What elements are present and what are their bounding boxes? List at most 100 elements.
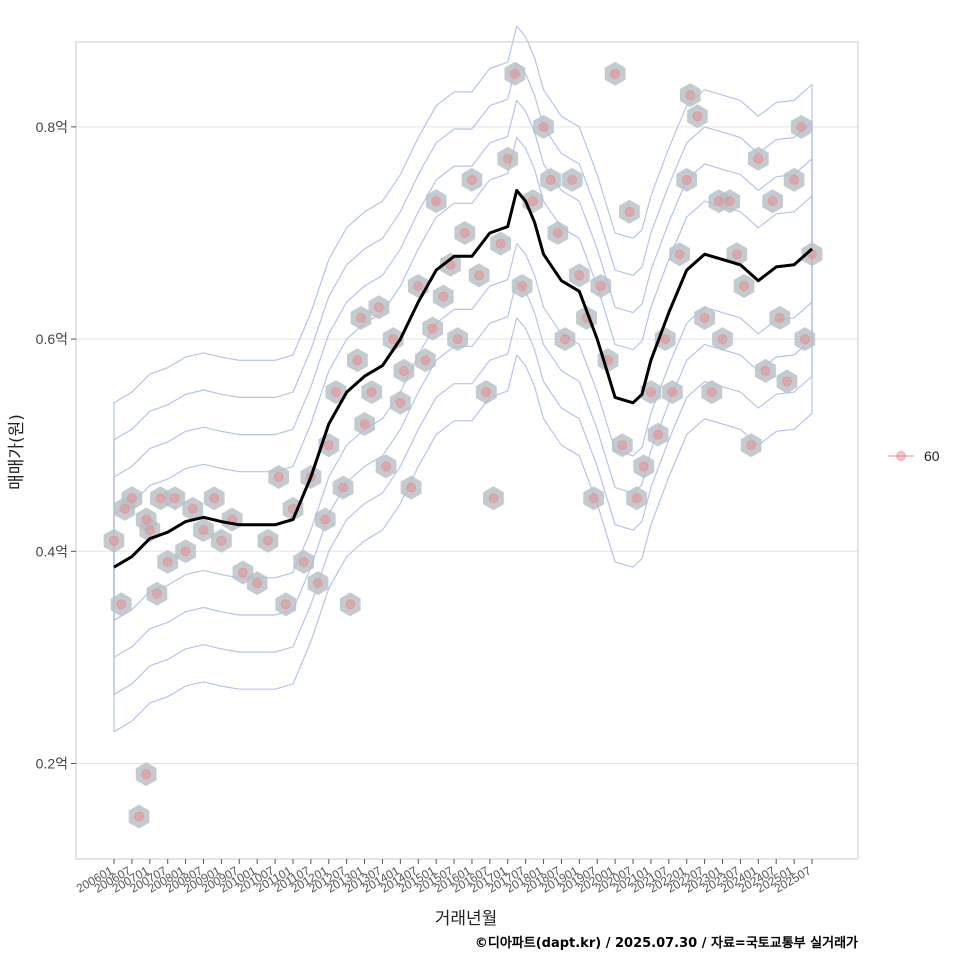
data-point: [574, 270, 585, 281]
hexbin-cell: [361, 380, 383, 405]
data-point: [767, 196, 778, 207]
hexbin-cell: [246, 571, 268, 596]
data-point: [789, 174, 800, 185]
hexbin-cell: [415, 348, 436, 373]
hexbin-cell: [175, 539, 196, 564]
x-tick-label: 202507: [772, 863, 814, 895]
data-point: [338, 482, 349, 493]
source-caption: ©디아파트(dapt.kr) / 2025.07.30 / 자료=국토교통부 실…: [474, 936, 858, 951]
y-tick-label: 0.2억: [36, 756, 68, 772]
hexbin-cell: [540, 167, 562, 192]
data-point: [799, 334, 810, 345]
hexbin-cell: [193, 518, 214, 543]
data-point: [738, 281, 749, 292]
hexbin-cell: [687, 104, 708, 129]
data-point: [216, 535, 227, 546]
hexbin-cell: [257, 528, 279, 553]
data-point: [144, 525, 155, 536]
data-point: [481, 387, 492, 398]
data-point: [280, 599, 291, 610]
hexbin-cell: [368, 295, 390, 320]
data-point: [638, 461, 649, 472]
hexbin-cell: [121, 486, 143, 511]
data-point: [459, 227, 470, 238]
hexbin-cell: [382, 327, 404, 352]
data-point: [252, 578, 263, 589]
legend: 60: [888, 448, 940, 464]
data-point: [438, 291, 449, 302]
data-point: [760, 365, 771, 376]
x-axis-title: 거래년월: [435, 909, 498, 929]
hexbin-cell: [350, 305, 372, 330]
legend-label-60: 60: [924, 448, 940, 464]
hexbin-cell: [740, 433, 762, 458]
y-axis-title: 매매가(원): [7, 414, 27, 490]
data-point: [552, 227, 563, 238]
data-point: [567, 174, 578, 185]
trend-line-layer: [113, 189, 813, 569]
hexbin-cell: [490, 231, 511, 256]
data-point: [660, 334, 671, 345]
hexbin-cell: [701, 380, 723, 405]
hexbin-cell: [128, 804, 150, 829]
hexbin-cell: [390, 390, 411, 415]
data-point: [352, 355, 363, 366]
hexbin-cell: [103, 528, 125, 553]
hexbin-cell: [314, 507, 336, 532]
axes: 0.2억0.4억0.6억0.8억200601200607200701200707…: [36, 41, 859, 896]
data-point: [774, 312, 785, 323]
data-point: [781, 376, 792, 387]
hexbin-cell: [726, 242, 748, 267]
data-point: [237, 567, 248, 578]
data-point: [527, 196, 538, 207]
data-point: [724, 196, 735, 207]
hexbin-cell: [275, 592, 297, 617]
data-point: [345, 599, 356, 610]
scatter-points: [109, 68, 817, 822]
data-point: [474, 270, 485, 281]
hexbin-cell: [182, 496, 204, 521]
data-point: [538, 121, 549, 132]
trend-line: [113, 189, 813, 569]
data-point: [126, 493, 137, 504]
hexbin-cell: [332, 475, 354, 500]
hexbin-cell: [561, 167, 583, 192]
hexbin-cell: [293, 549, 315, 574]
data-point: [141, 514, 152, 525]
data-point: [355, 312, 366, 323]
data-point: [685, 90, 696, 101]
hexbin-layer: [103, 61, 823, 829]
data-point: [624, 206, 635, 217]
data-point: [180, 546, 191, 557]
hexbin-cell: [676, 167, 698, 192]
density-contours: [113, 25, 813, 733]
hexbin-cell: [164, 486, 186, 511]
hexbin-cell: [339, 592, 361, 617]
data-point: [488, 493, 499, 504]
data-point: [109, 535, 119, 546]
hexbin-cell: [307, 571, 329, 596]
data-point: [706, 387, 717, 398]
data-point: [359, 418, 370, 429]
hexbin-cell: [694, 305, 715, 330]
hexbin-cell: [747, 146, 769, 171]
data-point: [406, 482, 417, 493]
hexbin-cell: [794, 327, 816, 352]
y-tick-label: 0.6억: [36, 331, 68, 347]
hexbin-cell: [733, 274, 755, 298]
data-point: [388, 334, 399, 345]
y-tick-label: 0.4억: [36, 543, 68, 559]
hexbin-cell: [590, 274, 612, 298]
density-contour: [113, 25, 813, 733]
hexbin-cell: [554, 327, 576, 352]
data-point: [187, 503, 198, 514]
hexbin-cell: [504, 61, 526, 86]
hexbin-cell: [157, 549, 179, 574]
data-point: [692, 111, 703, 122]
data-point: [667, 387, 678, 398]
data-point: [155, 493, 166, 504]
hexbin-cell: [400, 475, 422, 500]
hexbin-cell: [483, 486, 504, 511]
hexbin-cell: [755, 358, 776, 383]
